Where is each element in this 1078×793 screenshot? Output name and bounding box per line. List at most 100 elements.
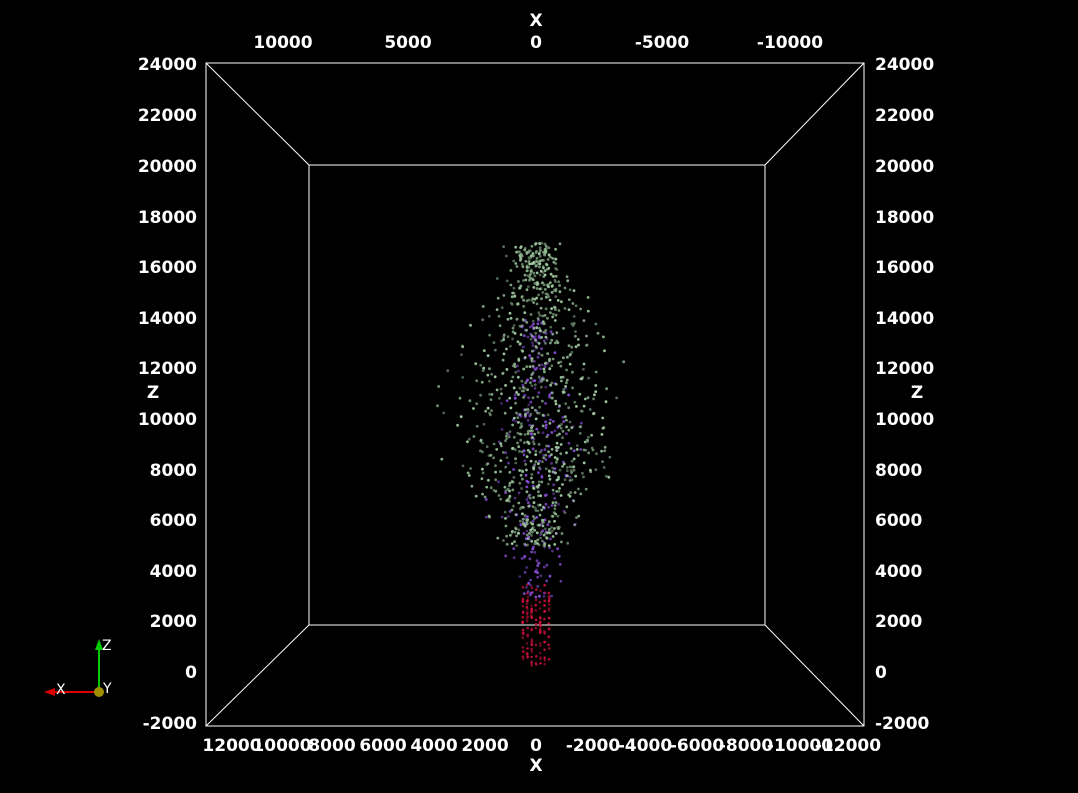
data-point — [570, 350, 574, 354]
data-point — [539, 644, 542, 647]
data-point — [533, 528, 537, 532]
data-point — [577, 487, 580, 491]
data-point — [517, 393, 520, 396]
data-point — [467, 474, 471, 477]
data-point — [511, 364, 515, 368]
data-point — [526, 518, 529, 522]
data-point — [529, 583, 532, 587]
data-point — [534, 265, 538, 268]
data-point — [549, 418, 552, 422]
data-point — [560, 540, 563, 544]
data-point — [514, 457, 517, 461]
data-point — [539, 657, 542, 661]
data-point — [558, 563, 562, 566]
data-point — [531, 297, 535, 301]
data-point — [553, 519, 556, 523]
data-point — [508, 489, 511, 493]
data-point — [523, 524, 527, 528]
data-point — [542, 275, 546, 278]
data-point — [520, 348, 524, 352]
data-point — [524, 516, 528, 520]
data-point — [536, 575, 540, 579]
data-point — [608, 455, 612, 459]
data-point — [570, 426, 574, 430]
data-point — [563, 511, 567, 515]
data-point — [539, 269, 543, 273]
data-point — [503, 485, 507, 489]
data-point — [520, 294, 524, 298]
data-point — [521, 586, 525, 589]
data-point — [506, 317, 510, 321]
data-point — [562, 327, 565, 330]
data-point — [557, 446, 560, 449]
data-point — [547, 622, 550, 625]
data-point — [524, 408, 527, 412]
data-point — [528, 423, 532, 427]
data-point — [520, 505, 524, 509]
data-point — [538, 620, 542, 624]
data-point — [523, 555, 527, 558]
data-point — [536, 395, 540, 399]
data-point — [534, 331, 538, 335]
data-point — [567, 441, 571, 445]
data-point — [549, 341, 552, 345]
z-left-tick: 24000 — [138, 55, 197, 75]
data-point — [530, 650, 534, 653]
data-point — [500, 428, 504, 431]
data-point — [532, 545, 535, 549]
data-point — [557, 475, 560, 479]
data-point — [512, 435, 516, 439]
data-point — [506, 515, 510, 518]
z-left-tick: 8000 — [150, 461, 197, 481]
data-point — [555, 441, 559, 445]
data-point — [516, 375, 520, 379]
data-point — [537, 443, 541, 446]
data-point — [508, 484, 511, 488]
data-point — [535, 326, 539, 330]
data-point — [544, 458, 548, 461]
data-point — [522, 633, 525, 636]
data-point — [542, 565, 546, 569]
data-point — [525, 321, 529, 324]
data-point — [552, 483, 556, 487]
data-point — [539, 662, 542, 665]
data-point — [522, 523, 525, 526]
data-point — [553, 429, 557, 433]
data-point — [563, 478, 567, 482]
data-point — [574, 304, 578, 308]
data-point — [514, 401, 517, 405]
data-point — [574, 474, 578, 478]
data-point — [521, 318, 525, 321]
data-point — [546, 523, 550, 526]
data-point — [526, 407, 530, 411]
data-point — [549, 383, 552, 387]
box-inner-frame — [308, 164, 766, 626]
data-point — [553, 543, 557, 546]
data-point — [487, 514, 491, 518]
data-point — [446, 369, 450, 373]
data-point — [538, 627, 542, 631]
data-point — [554, 532, 558, 535]
data-point — [560, 422, 563, 426]
x-top-tick: -10000 — [757, 33, 823, 53]
data-point — [529, 459, 533, 463]
data-point — [523, 433, 527, 436]
data-point — [551, 420, 555, 423]
data-point — [510, 447, 514, 450]
data-point — [537, 483, 541, 487]
data-point — [459, 415, 463, 419]
data-point — [563, 307, 567, 310]
data-point — [551, 275, 555, 278]
data-point — [558, 242, 562, 246]
data-point — [488, 367, 491, 371]
data-point — [505, 399, 509, 402]
data-point — [546, 352, 550, 355]
data-point — [522, 298, 525, 302]
data-point — [529, 249, 532, 253]
data-point — [525, 619, 529, 623]
data-point — [529, 429, 532, 433]
data-point — [519, 432, 523, 436]
data-point — [513, 294, 516, 298]
data-point — [551, 315, 555, 319]
